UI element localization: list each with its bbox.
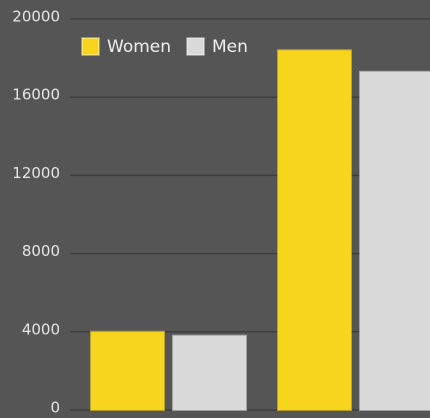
y-tick-label: 0 bbox=[50, 399, 60, 417]
y-tick-label: 4000 bbox=[22, 320, 60, 338]
legend-label: Men bbox=[212, 37, 248, 57]
bar bbox=[172, 334, 247, 411]
y-tick-label: 16000 bbox=[12, 86, 60, 104]
bar bbox=[90, 330, 165, 411]
bar bbox=[359, 70, 430, 411]
y-tick-label: 20000 bbox=[12, 8, 60, 26]
legend-swatch bbox=[81, 37, 100, 56]
legend-swatch bbox=[186, 37, 205, 56]
y-tick-label: 8000 bbox=[22, 242, 60, 260]
bar bbox=[277, 49, 352, 411]
legend-label: Women bbox=[107, 37, 171, 57]
y-tick-label: 12000 bbox=[12, 164, 60, 182]
